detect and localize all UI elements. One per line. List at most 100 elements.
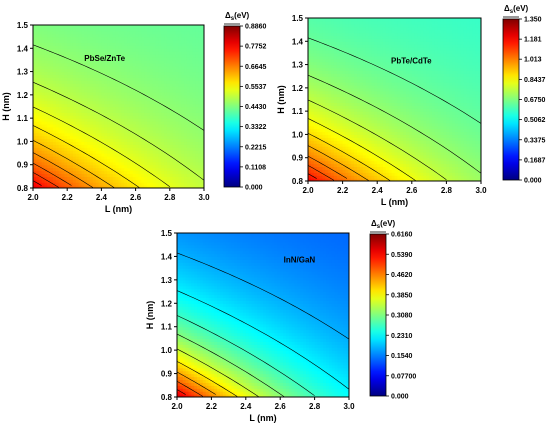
- contour-cell: [365, 90, 370, 95]
- contour-cell: [84, 170, 88, 175]
- contour-cell: [55, 150, 60, 154]
- contour-cell: [357, 73, 361, 77]
- contour-cell: [186, 91, 191, 96]
- contour-cell: [127, 77, 131, 81]
- contour-cell: [141, 62, 145, 67]
- contour-cell: [339, 154, 344, 159]
- contour-cell: [101, 51, 105, 55]
- contour-cell: [164, 103, 168, 108]
- contour-cell: [189, 173, 194, 177]
- contour-cell: [115, 54, 120, 58]
- contour-cell: [38, 91, 43, 96]
- contour-cell: [72, 118, 77, 122]
- contour-cell: [78, 68, 83, 73]
- contour-cell: [81, 109, 85, 113]
- contour-cell: [58, 57, 63, 61]
- contour-cell: [64, 141, 68, 145]
- contour-cell: [98, 115, 102, 119]
- contour-cell: [129, 45, 134, 49]
- contour-cell: [331, 23, 335, 28]
- contour-cell: [61, 132, 65, 137]
- contour-cell: [316, 131, 321, 136]
- contour-cell: [72, 161, 77, 166]
- contour-cell: [319, 23, 324, 28]
- contour-cell: [181, 135, 185, 140]
- contour-field: [308, 18, 481, 181]
- contour-cell: [368, 169, 373, 173]
- contour-cell: [319, 119, 324, 124]
- contour-cell: [112, 48, 117, 52]
- contour-cell: [342, 41, 347, 45]
- contour-cell: [61, 25, 65, 29]
- contour-cell: [104, 42, 108, 46]
- contour-cell: [342, 82, 347, 86]
- contour-cell: [75, 126, 80, 131]
- contour-cell: [55, 135, 60, 140]
- contour-cell: [354, 61, 358, 66]
- contour-cell: [161, 91, 165, 96]
- contour-cell: [184, 62, 188, 67]
- contour-cell: [385, 172, 390, 176]
- contour-cell: [61, 89, 65, 93]
- contour-cell: [144, 48, 148, 52]
- contour-cell: [109, 153, 114, 157]
- contour-cell: [308, 44, 312, 48]
- contour-cell: [175, 83, 179, 87]
- contour-cell: [201, 176, 204, 180]
- contour-cell: [328, 134, 332, 138]
- contour-cell: [178, 77, 182, 81]
- contour-cell: [115, 100, 120, 105]
- contour-cell: [377, 82, 381, 86]
- contour-cell: [359, 122, 364, 127]
- contour-cell: [339, 67, 344, 71]
- y-tick-label: 1.5: [17, 21, 29, 30]
- contour-cell: [92, 161, 97, 166]
- contour-cell: [374, 52, 378, 57]
- contour-cell: [339, 157, 344, 162]
- contour-cell: [362, 61, 367, 66]
- contour-cell: [348, 26, 352, 31]
- contour-cell: [50, 80, 54, 84]
- contour-cell: [132, 77, 137, 81]
- contour-cell: [109, 170, 114, 175]
- contour-cell: [109, 83, 114, 87]
- contour-cell: [75, 185, 80, 188]
- contour-cell: [109, 80, 114, 84]
- contour-cell: [149, 74, 154, 78]
- contour-cell: [345, 108, 349, 112]
- contour-cell: [135, 115, 140, 119]
- contour-cell: [84, 103, 88, 108]
- contour-cell: [44, 42, 48, 46]
- contour-cell: [95, 54, 100, 58]
- contour-cell: [380, 102, 384, 106]
- contour-cell: [175, 118, 179, 122]
- contour-cell: [38, 59, 43, 64]
- contour-cell: [336, 125, 341, 130]
- contour-cell: [158, 153, 162, 157]
- contour-cell: [78, 158, 83, 163]
- contour-cell: [365, 50, 370, 54]
- contour-cell: [121, 45, 125, 49]
- contour-cell: [189, 185, 194, 188]
- contour-cell: [135, 126, 140, 131]
- contour-cell: [84, 45, 88, 49]
- contour-cell: [172, 161, 177, 166]
- contour-cell: [138, 132, 142, 137]
- contour-cell: [84, 176, 88, 180]
- contour-cell: [129, 62, 134, 67]
- contour-cell: [345, 175, 349, 179]
- contour-cell: [313, 99, 318, 104]
- contour-cell: [90, 121, 94, 125]
- contour-cell: [342, 146, 347, 150]
- contour-cell: [351, 131, 355, 136]
- contour-cell: [195, 155, 199, 160]
- contour-cell: [313, 116, 318, 121]
- contour-cell: [95, 121, 100, 125]
- contour-cell: [325, 122, 329, 127]
- contour-cell: [328, 128, 332, 133]
- contour-cell: [336, 82, 341, 86]
- contour-cell: [313, 146, 318, 150]
- contour-cell: [44, 65, 48, 70]
- contour-cell: [333, 105, 338, 109]
- contour-cell: [322, 35, 326, 39]
